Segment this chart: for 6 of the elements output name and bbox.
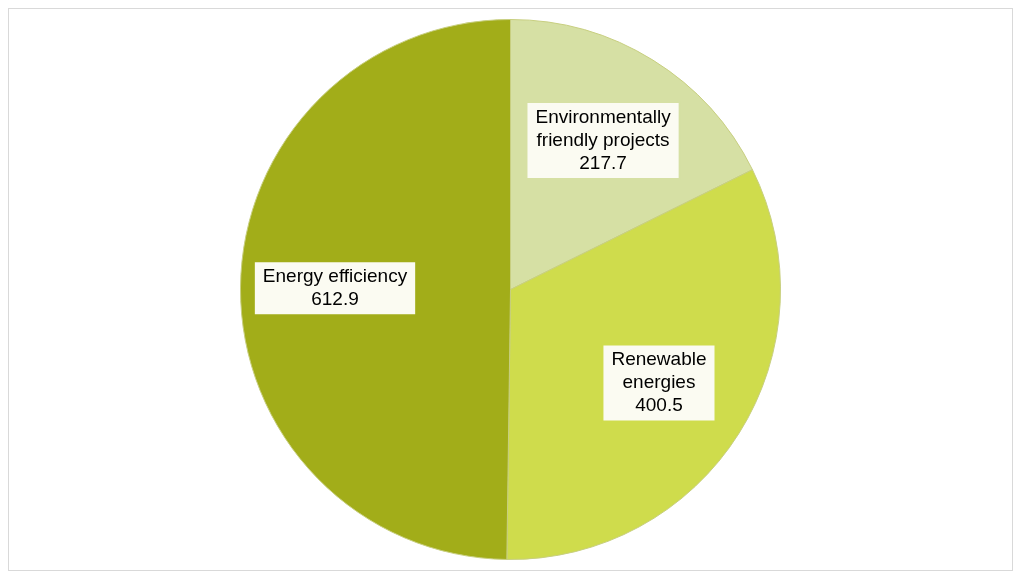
data-label: 217.7: [579, 151, 627, 173]
slice-label: Energy efficiency: [262, 265, 408, 287]
slice-label: Renewable energies: [611, 348, 707, 393]
data-label: 612.9: [311, 288, 359, 310]
data-label: 400.5: [635, 394, 683, 416]
slice-label: Environmentally friendly projects: [535, 105, 672, 150]
